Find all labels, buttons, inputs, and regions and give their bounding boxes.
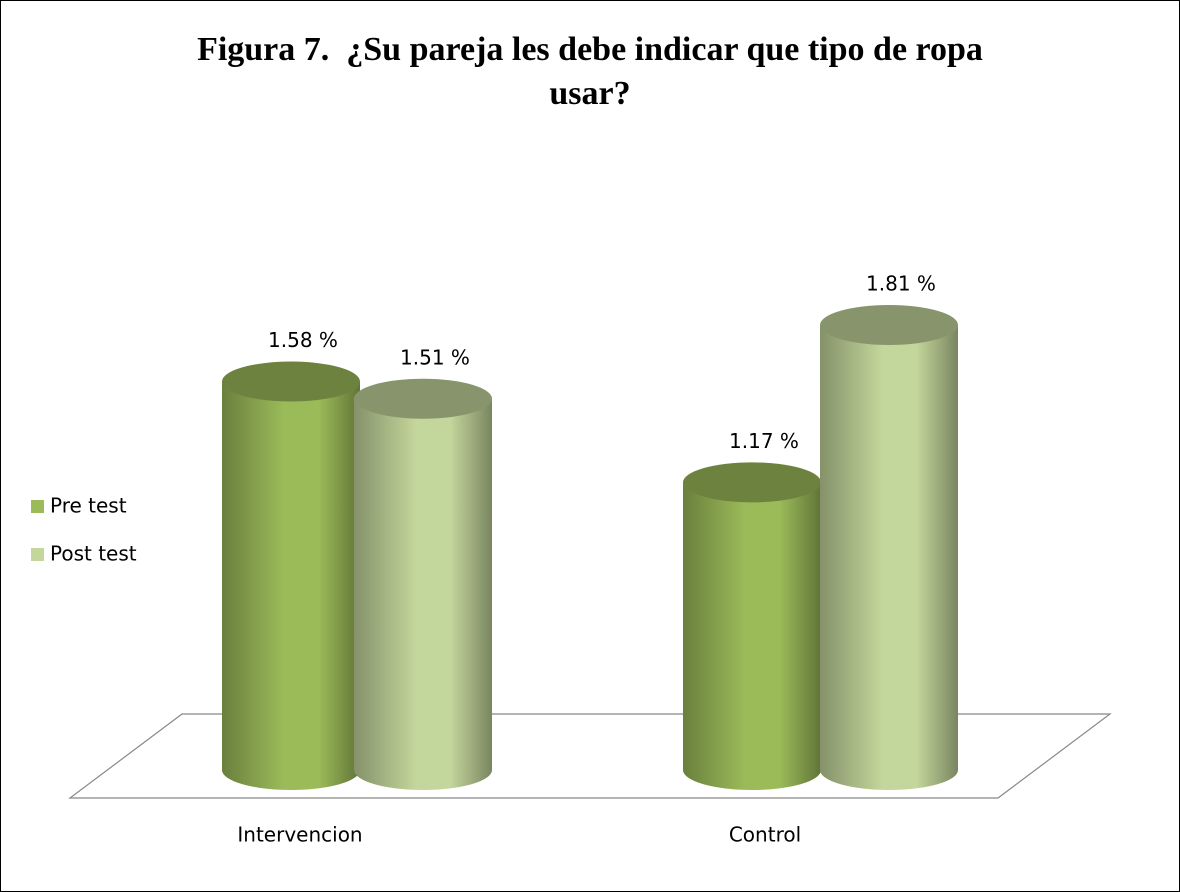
bar-top-shade	[683, 462, 821, 503]
x-tick-label: Intervencion	[237, 823, 362, 847]
bar-top	[354, 378, 492, 419]
bar-top-shade	[222, 361, 360, 402]
chart-title: Figura 7. ¿Su pareja les debe indicar qu…	[197, 31, 983, 112]
title-line: usar?	[549, 75, 630, 112]
chart-title-text: Figura 7. ¿Su pareja les debe indicar qu…	[197, 31, 983, 112]
bar-shade	[222, 381, 360, 790]
legend-swatch	[31, 548, 44, 561]
legend-label: Post test	[50, 542, 137, 566]
legend-swatch	[31, 500, 44, 513]
bar-shade	[820, 325, 958, 790]
data-label: 1.58 %	[268, 328, 338, 352]
bar-top	[820, 305, 958, 345]
x-tick-label: Control	[729, 823, 801, 847]
legend-label: Pre test	[50, 494, 127, 518]
data-label: 1.51 %	[400, 345, 470, 369]
data-label: 1.81 %	[866, 272, 936, 296]
bar-shade	[354, 398, 492, 790]
bar-top-shade	[354, 378, 492, 419]
bar-shade	[683, 482, 821, 790]
data-label: 1.17 %	[729, 429, 799, 453]
bar-top	[222, 361, 360, 402]
bar-top-shade	[820, 305, 958, 345]
title-line: Figura 7. ¿Su pareja les debe indicar qu…	[197, 31, 983, 68]
bar-top	[683, 462, 821, 503]
